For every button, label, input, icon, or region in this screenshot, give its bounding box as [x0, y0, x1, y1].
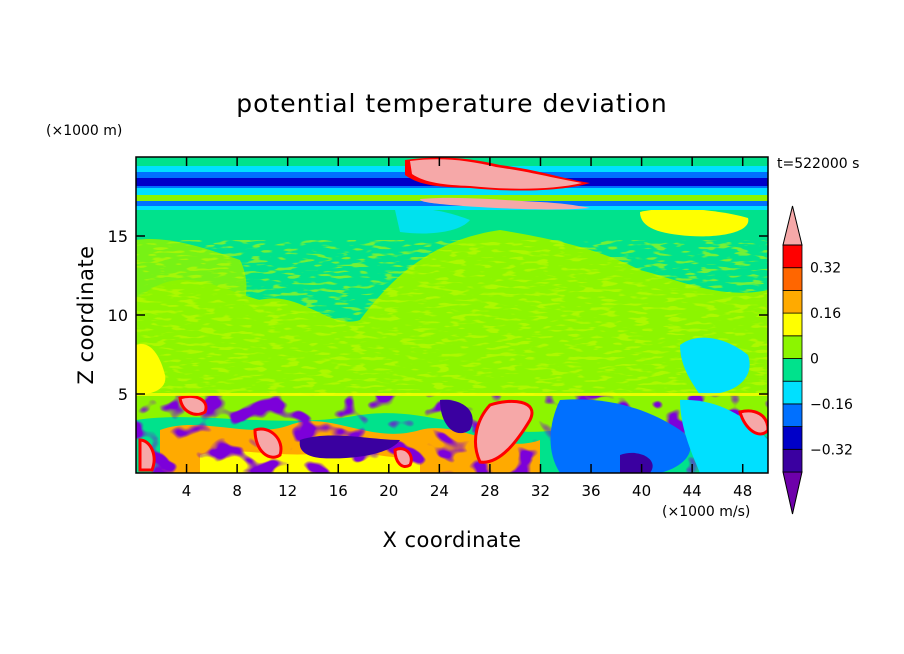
time-label: t=522000 s — [777, 156, 859, 172]
boundary-line — [136, 393, 768, 396]
region-lower-right-cyan — [680, 399, 768, 473]
region-pink-top-core — [410, 159, 582, 189]
band-cyan-thin — [136, 206, 768, 210]
y-tick-label: 5 — [118, 385, 128, 404]
x-tick-label: 44 — [683, 482, 702, 500]
blob-pink-4 — [738, 409, 768, 436]
colorbar-swatch — [782, 312, 803, 337]
x-axis-unit: (×1000 m/s) — [662, 504, 750, 520]
x-tick-label: 20 — [379, 482, 398, 500]
region-streaks — [136, 240, 768, 395]
x-tick-label: 24 — [430, 482, 449, 500]
colorbar-swatch — [782, 380, 803, 405]
blob-purple-1 — [299, 435, 400, 459]
colorbar-swatch — [782, 244, 803, 269]
x-tick-label: 48 — [733, 482, 752, 500]
blob-pink-3 — [473, 399, 534, 464]
colorbar-labels: 0.32 0.16 0 −0.16 −0.32 — [810, 261, 853, 459]
colorbar-swatch — [782, 289, 803, 314]
colorbar-swatch — [782, 403, 803, 427]
blob-pink-1 — [178, 394, 208, 416]
blob-pink-6 — [393, 447, 413, 468]
y-axis-label: Z coordinate — [74, 245, 98, 384]
x-tick-label: 36 — [581, 482, 600, 500]
colorbar-extend-low — [782, 471, 803, 515]
blob-purple-3 — [620, 452, 653, 473]
blob-pink-2 — [253, 427, 283, 459]
region-yellow-right — [640, 208, 749, 237]
region-cyan-mid — [395, 208, 470, 234]
y-axis-unit: (×1000 m) — [46, 123, 122, 139]
colorbar-label: 0 — [810, 352, 819, 368]
chart-title: potential temperature deviation — [236, 89, 667, 118]
colorbar-swatch — [782, 448, 803, 473]
x-tick-label: 8 — [232, 482, 242, 500]
band-cyan-lower — [136, 188, 768, 196]
colorbar-label: 0.16 — [810, 306, 841, 322]
x-tick-label: 28 — [480, 482, 499, 500]
colorbar — [782, 205, 803, 515]
colorbar-swatch — [782, 358, 803, 382]
y-axis: 5 10 15 — [108, 227, 768, 404]
region-yellow-left — [136, 344, 166, 395]
x-tick-label: 16 — [329, 482, 348, 500]
region-cyan-right — [680, 337, 750, 395]
x-tick-label: 32 — [531, 482, 550, 500]
blob-pink-5 — [138, 438, 156, 472]
x-axis: 4 8 12 16 20 24 28 32 36 40 44 48 — [182, 157, 752, 500]
colorbar-label: 0.32 — [810, 261, 841, 277]
x-tick-label: 4 — [182, 482, 192, 500]
region-lower-right-blue — [550, 399, 691, 473]
colorbar-label: −0.32 — [810, 442, 853, 458]
colorbar-extend-high — [782, 205, 803, 246]
colorbar-swatch — [782, 426, 803, 450]
x-tick-label: 40 — [632, 482, 651, 500]
region-pink-thin — [420, 197, 590, 210]
colorbar-swatch — [782, 335, 803, 359]
colorbar-label: −0.16 — [810, 397, 853, 413]
y-tick-label: 10 — [108, 306, 128, 325]
y-tick-label: 15 — [108, 227, 128, 246]
colorbar-swatch — [782, 267, 803, 291]
x-tick-label: 12 — [278, 482, 297, 500]
x-axis-label: X coordinate — [382, 528, 521, 552]
heatmap-field — [136, 157, 768, 473]
blob-purple-2 — [440, 399, 473, 434]
